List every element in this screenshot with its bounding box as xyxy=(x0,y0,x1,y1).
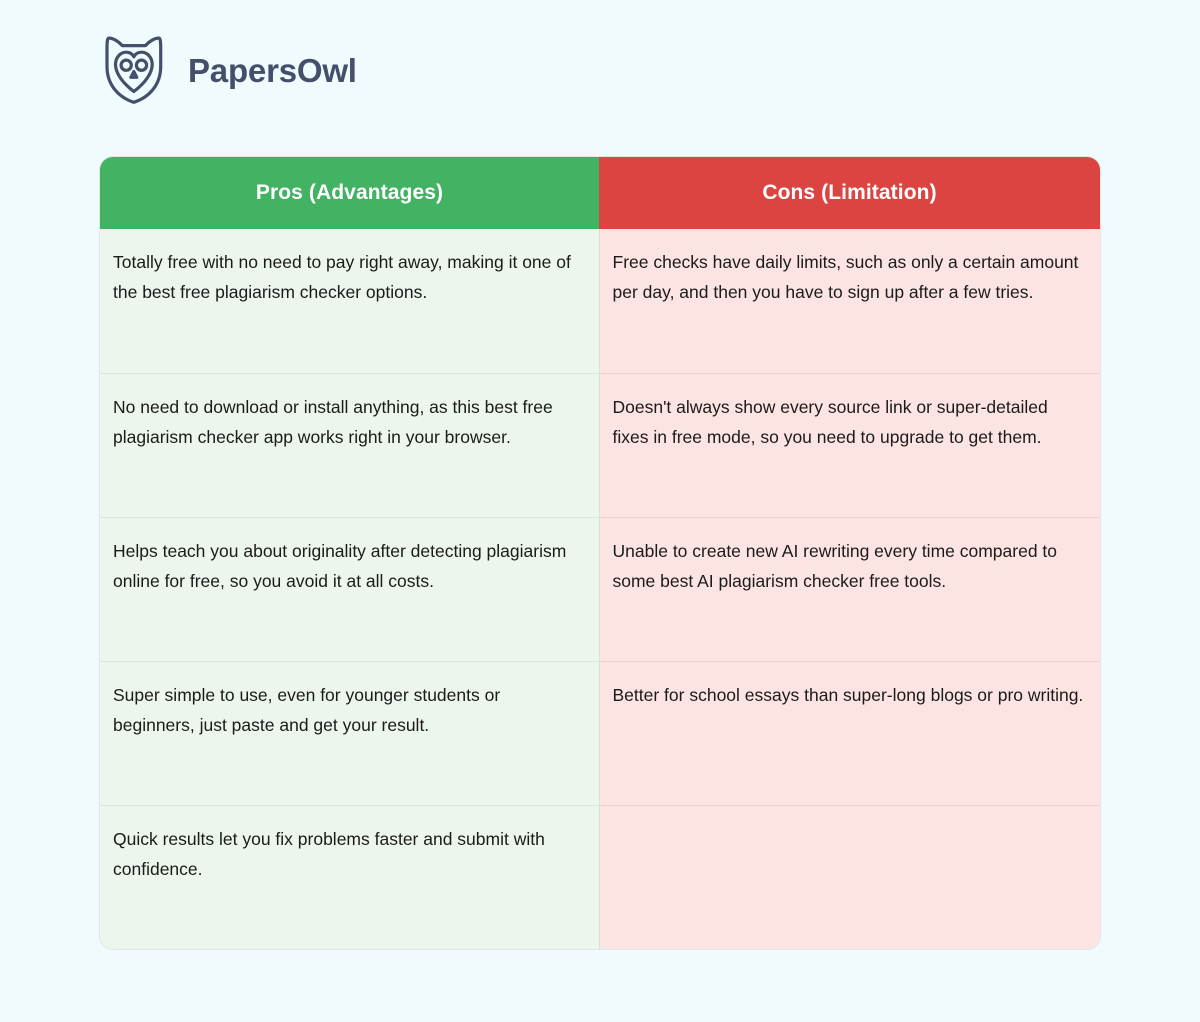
cons-cell: Doesn't always show every source link or… xyxy=(599,372,1100,517)
pros-cell: Totally free with no need to pay right a… xyxy=(100,229,600,373)
pros-cell-text: Totally free with no need to pay right a… xyxy=(113,252,571,302)
table-row: Totally free with no need to pay right a… xyxy=(100,229,1100,373)
pros-cell-text: Helps teach you about originality after … xyxy=(113,540,567,591)
cons-cell-text: Better for school essays than super-long… xyxy=(612,684,1084,705)
cons-column-header: Cons (Limitation) xyxy=(599,157,1100,229)
table-row: Super simple to use, even for younger st… xyxy=(100,660,1100,805)
cons-cell: Free checks have daily limits, such as o… xyxy=(599,229,1100,373)
table-row: No need to download or install anything,… xyxy=(100,372,1100,517)
pros-cell-text: Super simple to use, even for younger st… xyxy=(113,684,501,735)
pros-cell: Super simple to use, even for younger st… xyxy=(100,660,600,805)
pros-cons-table: Pros (Advantages) Cons (Limitation) Tota… xyxy=(100,157,1100,949)
pros-cell: Helps teach you about originality after … xyxy=(100,516,600,661)
pros-column-header: Pros (Advantages) xyxy=(100,157,599,229)
table-row: Quick results let you fix problems faste… xyxy=(100,804,1100,949)
pros-cell-text: No need to download or install anything,… xyxy=(113,396,553,447)
owl-shield-icon xyxy=(100,35,168,105)
pros-cell: No need to download or install anything,… xyxy=(100,372,600,517)
cons-cell-text: Doesn't always show every source link or… xyxy=(612,396,1048,447)
cons-cell: Better for school essays than super-long… xyxy=(599,660,1100,805)
cons-cell-text: Unable to create new AI rewriting every … xyxy=(612,540,1058,591)
pros-cell-text: Quick results let you fix problems faste… xyxy=(113,828,545,879)
cons-cell-empty xyxy=(599,804,1100,949)
pros-cell: Quick results let you fix problems faste… xyxy=(100,804,600,949)
brand-name: PapersOwl xyxy=(188,51,357,89)
table-row: Helps teach you about originality after … xyxy=(100,516,1100,661)
table-header-row: Pros (Advantages) Cons (Limitation) xyxy=(100,157,1100,229)
cons-cell-text: Free checks have daily limits, such as o… xyxy=(612,252,1079,302)
cons-cell: Unable to create new AI rewriting every … xyxy=(599,516,1100,661)
brand-logo[interactable]: PapersOwl xyxy=(100,35,357,105)
